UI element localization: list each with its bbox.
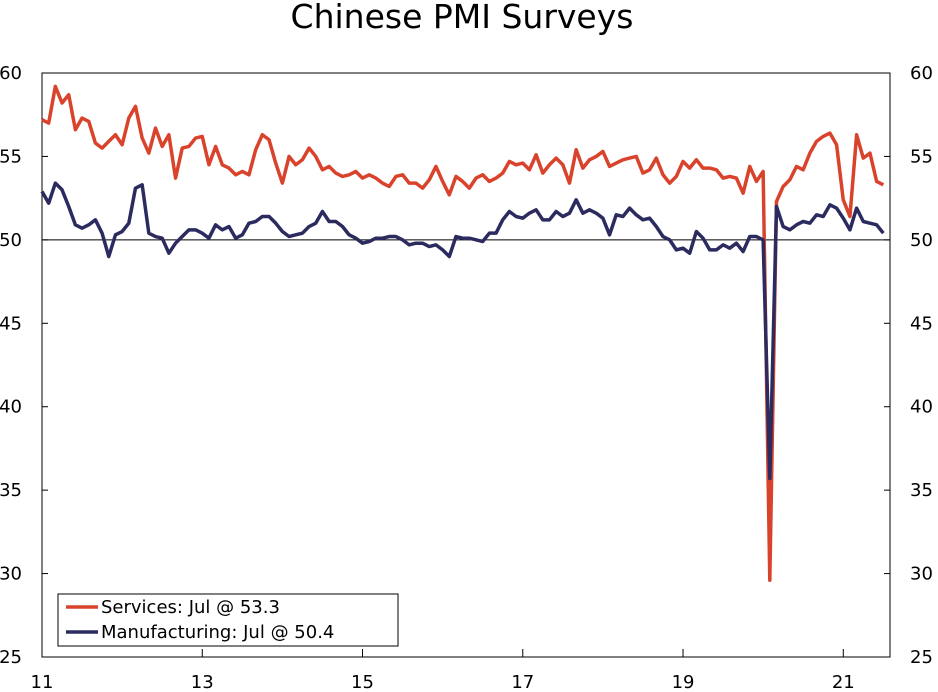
y-tick-label-left: 55 [0, 146, 22, 167]
y-tick-label-right: 60 [910, 63, 933, 84]
y-tick-label-right: 45 [910, 313, 933, 334]
y-tick-label-left: 25 [0, 647, 22, 668]
plot-area [41, 72, 891, 658]
x-tick-label: 11 [31, 672, 54, 692]
y-tick-label-left: 50 [0, 230, 22, 251]
y-tick-label-right: 55 [910, 146, 933, 167]
y-tick-label-left: 40 [0, 397, 22, 418]
x-tick-label: 13 [191, 672, 214, 692]
y-tick-label-right: 30 [910, 564, 933, 585]
axis-ticks: 25 25 30 30 35 35 40 40 45 45 50 50 55 55 60 60 11 13 15 17… [0, 63, 933, 692]
y-tick-label-right: 35 [910, 480, 933, 501]
y-tick-label-right: 25 [910, 647, 933, 668]
services-series-line [41, 84, 885, 582]
y-tick-label-left: 30 [0, 564, 22, 585]
y-tick-label-right: 40 [910, 397, 933, 418]
y-tick-label-left: 45 [0, 313, 22, 334]
x-tick-label: 17 [511, 672, 534, 692]
x-tick-label: 19 [672, 672, 695, 692]
y-tick-label-left: 35 [0, 480, 22, 501]
manufacturing-series-line [40, 181, 885, 481]
x-tick-label: 21 [832, 672, 855, 692]
x-tick-label: 15 [351, 672, 374, 692]
chart-title: Chinese PMI Surveys [291, 0, 634, 36]
series-lines [40, 84, 885, 582]
legend-label-services: Services: Jul @ 53.3 [101, 597, 280, 618]
legend: Services: Jul @ 53.3 Manufacturing: Jul … [57, 593, 399, 647]
y-tick-label-left: 60 [0, 63, 22, 84]
legend-label-manufacturing: Manufacturing: Jul @ 50.4 [101, 622, 334, 643]
legend-box [57, 593, 399, 647]
y-tick-label-right: 50 [910, 230, 933, 251]
